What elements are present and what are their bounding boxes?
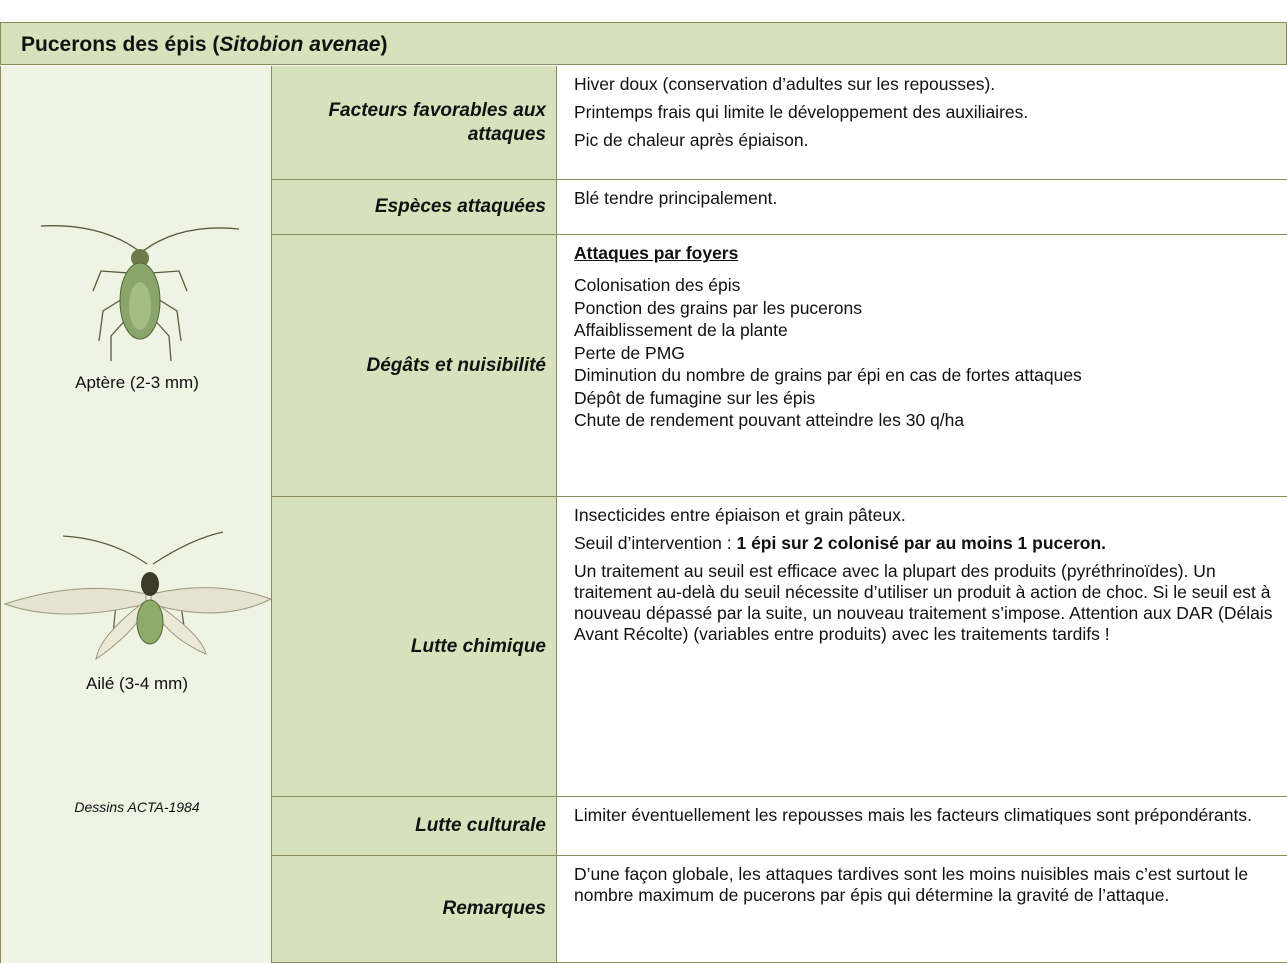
illustration-caption: Ailé (3-4 mm) — [85, 674, 188, 693]
table-row: Lutte chimique Insecticides entre épiaiso… — [272, 497, 1287, 797]
content-line: Diminution du nombre de grains par épi e… — [574, 365, 1082, 385]
content-paragraph: Hiver doux (conservation d’adultes sur l… — [574, 74, 1281, 95]
row-content: Limiter éventuellement les repousses mai… — [557, 797, 1287, 855]
content-paragraph: D’une façon globale, les attaques tardiv… — [574, 864, 1281, 906]
illustration-column: Aptère (2-3 mm) Ailé (3-4 mm) Dessins AC… — [0, 66, 273, 963]
paragraph-text: D’une façon globale, les attaques tardiv… — [574, 864, 1249, 905]
table-row: Facteurs favorables aux attaques Hiver do… — [272, 66, 1287, 180]
content-paragraph: Seuil d’intervention : 1 épi sur 2 colon… — [574, 533, 1281, 554]
row-content: Insecticides entre épiaison et grain pât… — [557, 497, 1287, 796]
table-row: Lutte culturale Limiter éventuellement le… — [272, 797, 1287, 856]
paragraph-text: Blé tendre principalement. — [574, 188, 778, 208]
row-content: Attaques par foyers Colonisation des épis… — [557, 235, 1287, 496]
illustration-credit: Dessins ACTA-1984 — [74, 799, 200, 815]
info-table: Facteurs favorables aux attaques Hiver do… — [272, 66, 1287, 963]
row-content: Blé tendre principalement. — [557, 180, 1287, 234]
title: ) — [380, 33, 388, 56]
title: Pucerons des épis ( — [21, 33, 220, 56]
paragraph-text: Un traitement au seuil est efficace avec… — [574, 561, 1273, 644]
content-paragraph: Un traitement au seuil est efficace avec… — [574, 561, 1281, 645]
content-line: Affaiblissement de la plante — [574, 320, 788, 340]
table-header: Pucerons des épis (Sitobion avenae) — [0, 22, 1287, 65]
species-name: Sitobion avenae — [219, 33, 381, 56]
row-label: Espèces attaquées — [272, 180, 557, 234]
row-label: Facteurs favorables aux attaques — [272, 66, 557, 179]
table-row: Remarques D’une façon globale, les attaqu… — [272, 856, 1287, 963]
content-paragraph: Insecticides entre épiaison et grain pât… — [574, 505, 1281, 526]
content-paragraph: Printemps frais qui limite le développem… — [574, 102, 1281, 123]
content-line: Chute de rendement pouvant atteindre les… — [574, 410, 965, 430]
row-label: Lutte chimique — [272, 497, 557, 796]
content-line: Ponction des grains par les pucerons — [574, 297, 862, 318]
table-row: Espèces attaquées Blé tendre principaleme… — [272, 180, 1287, 235]
row-label: Remarques — [272, 856, 557, 962]
row-content: D’une façon globale, les attaques tardiv… — [557, 856, 1287, 962]
winged-aphid-drawing — [3, 531, 273, 661]
illustration-caption: Aptère (2-3 mm) — [75, 373, 199, 392]
paragraph-text: Limiter éventuellement les repousses mai… — [574, 805, 1252, 825]
row-content: Hiver doux (conservation d’adultes sur l… — [557, 66, 1287, 179]
paragraph-text: Seuil d’intervention : — [574, 533, 732, 553]
content-paragraph: Limiter éventuellement les repousses mai… — [574, 805, 1281, 826]
row-label: Lutte culturale — [272, 797, 557, 855]
paragraph-text: Pic de chaleur après épiaison. — [574, 130, 809, 150]
apterous-aphid-drawing — [40, 225, 240, 361]
content-line: Dépôt de fumagine sur les épis — [574, 387, 816, 408]
content-line: Colonisation des épis — [574, 275, 741, 295]
table-row: Dégâts et nuisibilité Attaques par foyers… — [272, 235, 1287, 497]
content-line: Perte de PMG — [574, 342, 685, 363]
content-heading: Attaques par foyers — [574, 243, 739, 263]
paragraph-text: Insecticides entre épiaison et grain pât… — [574, 505, 906, 525]
content-paragraph: Pic de chaleur après épiaison. — [574, 130, 1281, 151]
row-label: Dégâts et nuisibilité — [272, 235, 557, 496]
paragraph-text: Printemps frais qui limite le développem… — [574, 102, 1029, 122]
paragraph-emphasis: 1 épi sur 2 colonisé par au moins 1 puce… — [736, 533, 1107, 553]
paragraph-text: Hiver doux (conservation d’adultes sur l… — [574, 74, 996, 94]
content-paragraph: Blé tendre principalement. — [574, 188, 1281, 209]
